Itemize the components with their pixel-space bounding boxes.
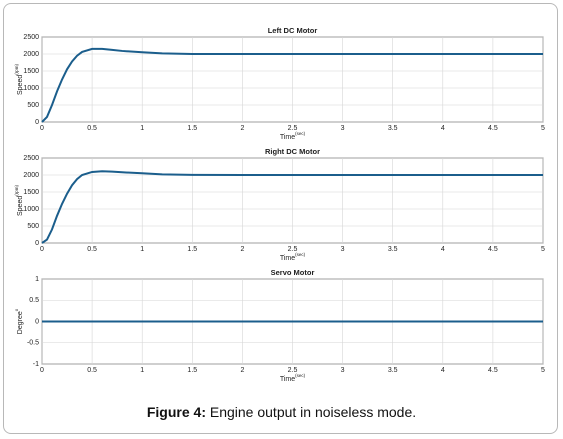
x-tick-label: 3.5 xyxy=(388,125,398,132)
chart-title: Servo Motor xyxy=(271,268,315,277)
x-tick-label: 1 xyxy=(140,246,144,253)
x-tick-label: 3 xyxy=(341,246,345,253)
y-tick-label: 0 xyxy=(35,318,39,325)
chart-title: Left DC Motor xyxy=(268,26,318,35)
x-tick-label: 1 xyxy=(140,367,144,374)
x-tick-label: 1 xyxy=(140,125,144,132)
caption-text: Engine output in noiseless mode. xyxy=(209,404,417,420)
y-tick-label: 0 xyxy=(35,119,39,126)
x-tick-label: 2 xyxy=(240,246,244,253)
x-tick-label: 5 xyxy=(541,367,545,374)
x-tick-label: 2.5 xyxy=(288,367,298,374)
x-tick-label: 3 xyxy=(341,125,345,132)
y-axis-label: Degreeo xyxy=(14,308,24,334)
x-axis-label: Time(sec) xyxy=(280,252,306,262)
x-tick-label: 1.5 xyxy=(187,367,197,374)
y-axis-label-text: Speed xyxy=(17,196,24,216)
x-tick-label: 5 xyxy=(541,125,545,132)
x-tick-label: 3.5 xyxy=(388,246,398,253)
x-tick-label: 1.5 xyxy=(187,246,197,253)
x-axis-label-unit: (sec) xyxy=(295,131,306,136)
x-tick-label: 4 xyxy=(441,367,445,374)
caption: Figure 4: Engine output in noiseless mod… xyxy=(0,404,563,420)
x-tick-label: 0.5 xyxy=(87,125,97,132)
x-tick-label: 2.5 xyxy=(288,246,298,253)
x-tick-label: 3.5 xyxy=(388,367,398,374)
x-tick-label: 4 xyxy=(441,125,445,132)
y-tick-label: 500 xyxy=(27,102,39,109)
x-tick-label: 0 xyxy=(40,367,44,374)
y-tick-label: 0.5 xyxy=(29,297,39,304)
y-tick-label: 1000 xyxy=(23,206,39,213)
y-axis-label-text: Degree xyxy=(17,311,24,334)
y-tick-label: -0.5 xyxy=(27,340,39,347)
x-tick-label: 4.5 xyxy=(488,246,498,253)
x-tick-label: 0 xyxy=(40,125,44,132)
x-tick-label: 2 xyxy=(240,125,244,132)
y-tick-label: 2500 xyxy=(23,155,39,162)
x-axis-label-text: Time xyxy=(280,376,295,383)
y-tick-label: 1500 xyxy=(23,189,39,196)
y-axis-label-unit: (rpm) xyxy=(14,64,19,75)
y-axis-label: Speed(rpm) xyxy=(14,185,24,216)
y-tick-label: 2000 xyxy=(23,51,39,58)
line-series xyxy=(41,47,543,123)
y-axis-label: Speed(rpm) xyxy=(14,64,24,95)
line-series xyxy=(41,170,543,244)
x-axis-label-unit: (sec) xyxy=(295,373,306,378)
x-axis-label-unit: (sec) xyxy=(295,252,306,257)
x-tick-label: 0 xyxy=(40,246,44,253)
y-axis-label-text: Speed xyxy=(17,75,24,95)
x-tick-label: 0.5 xyxy=(87,367,97,374)
x-axis-label: Time(sec) xyxy=(280,373,306,383)
x-tick-label: 2 xyxy=(240,367,244,374)
x-tick-label: 0.5 xyxy=(87,246,97,253)
y-axis-label-unit: o xyxy=(14,308,19,311)
y-tick-label: 0 xyxy=(35,240,39,247)
y-axis-label-unit: (rpm) xyxy=(14,185,19,196)
x-tick-label: 4 xyxy=(441,246,445,253)
figure: 0 0.5 1 1.5 2 2.5 3 3.5 4 4.5 50500100015002000250… xyxy=(14,26,545,383)
x-tick-label: 5 xyxy=(541,246,545,253)
caption-label: Figure 4: xyxy=(146,404,206,420)
x-tick-label: 2.5 xyxy=(288,125,298,132)
y-tick-label: 2000 xyxy=(23,172,39,179)
y-tick-label: 500 xyxy=(27,223,39,230)
x-tick-label: 4.5 xyxy=(488,367,498,374)
x-tick-label: 4.5 xyxy=(488,125,498,132)
y-tick-label: 1 xyxy=(35,276,39,283)
x-axis-label-text: Time xyxy=(280,134,295,141)
y-tick-label: 2500 xyxy=(23,34,39,41)
x-axis-label-text: Time xyxy=(280,255,295,262)
y-tick-label: 1000 xyxy=(23,85,39,92)
chart-title: Right DC Motor xyxy=(265,147,320,156)
x-tick-label: 1.5 xyxy=(187,125,197,132)
frame xyxy=(3,3,558,434)
x-tick-label: 3 xyxy=(341,367,345,374)
x-axis-label: Time(sec) xyxy=(280,131,306,141)
y-tick-label: 1500 xyxy=(23,68,39,75)
y-tick-label: -1 xyxy=(33,361,39,368)
